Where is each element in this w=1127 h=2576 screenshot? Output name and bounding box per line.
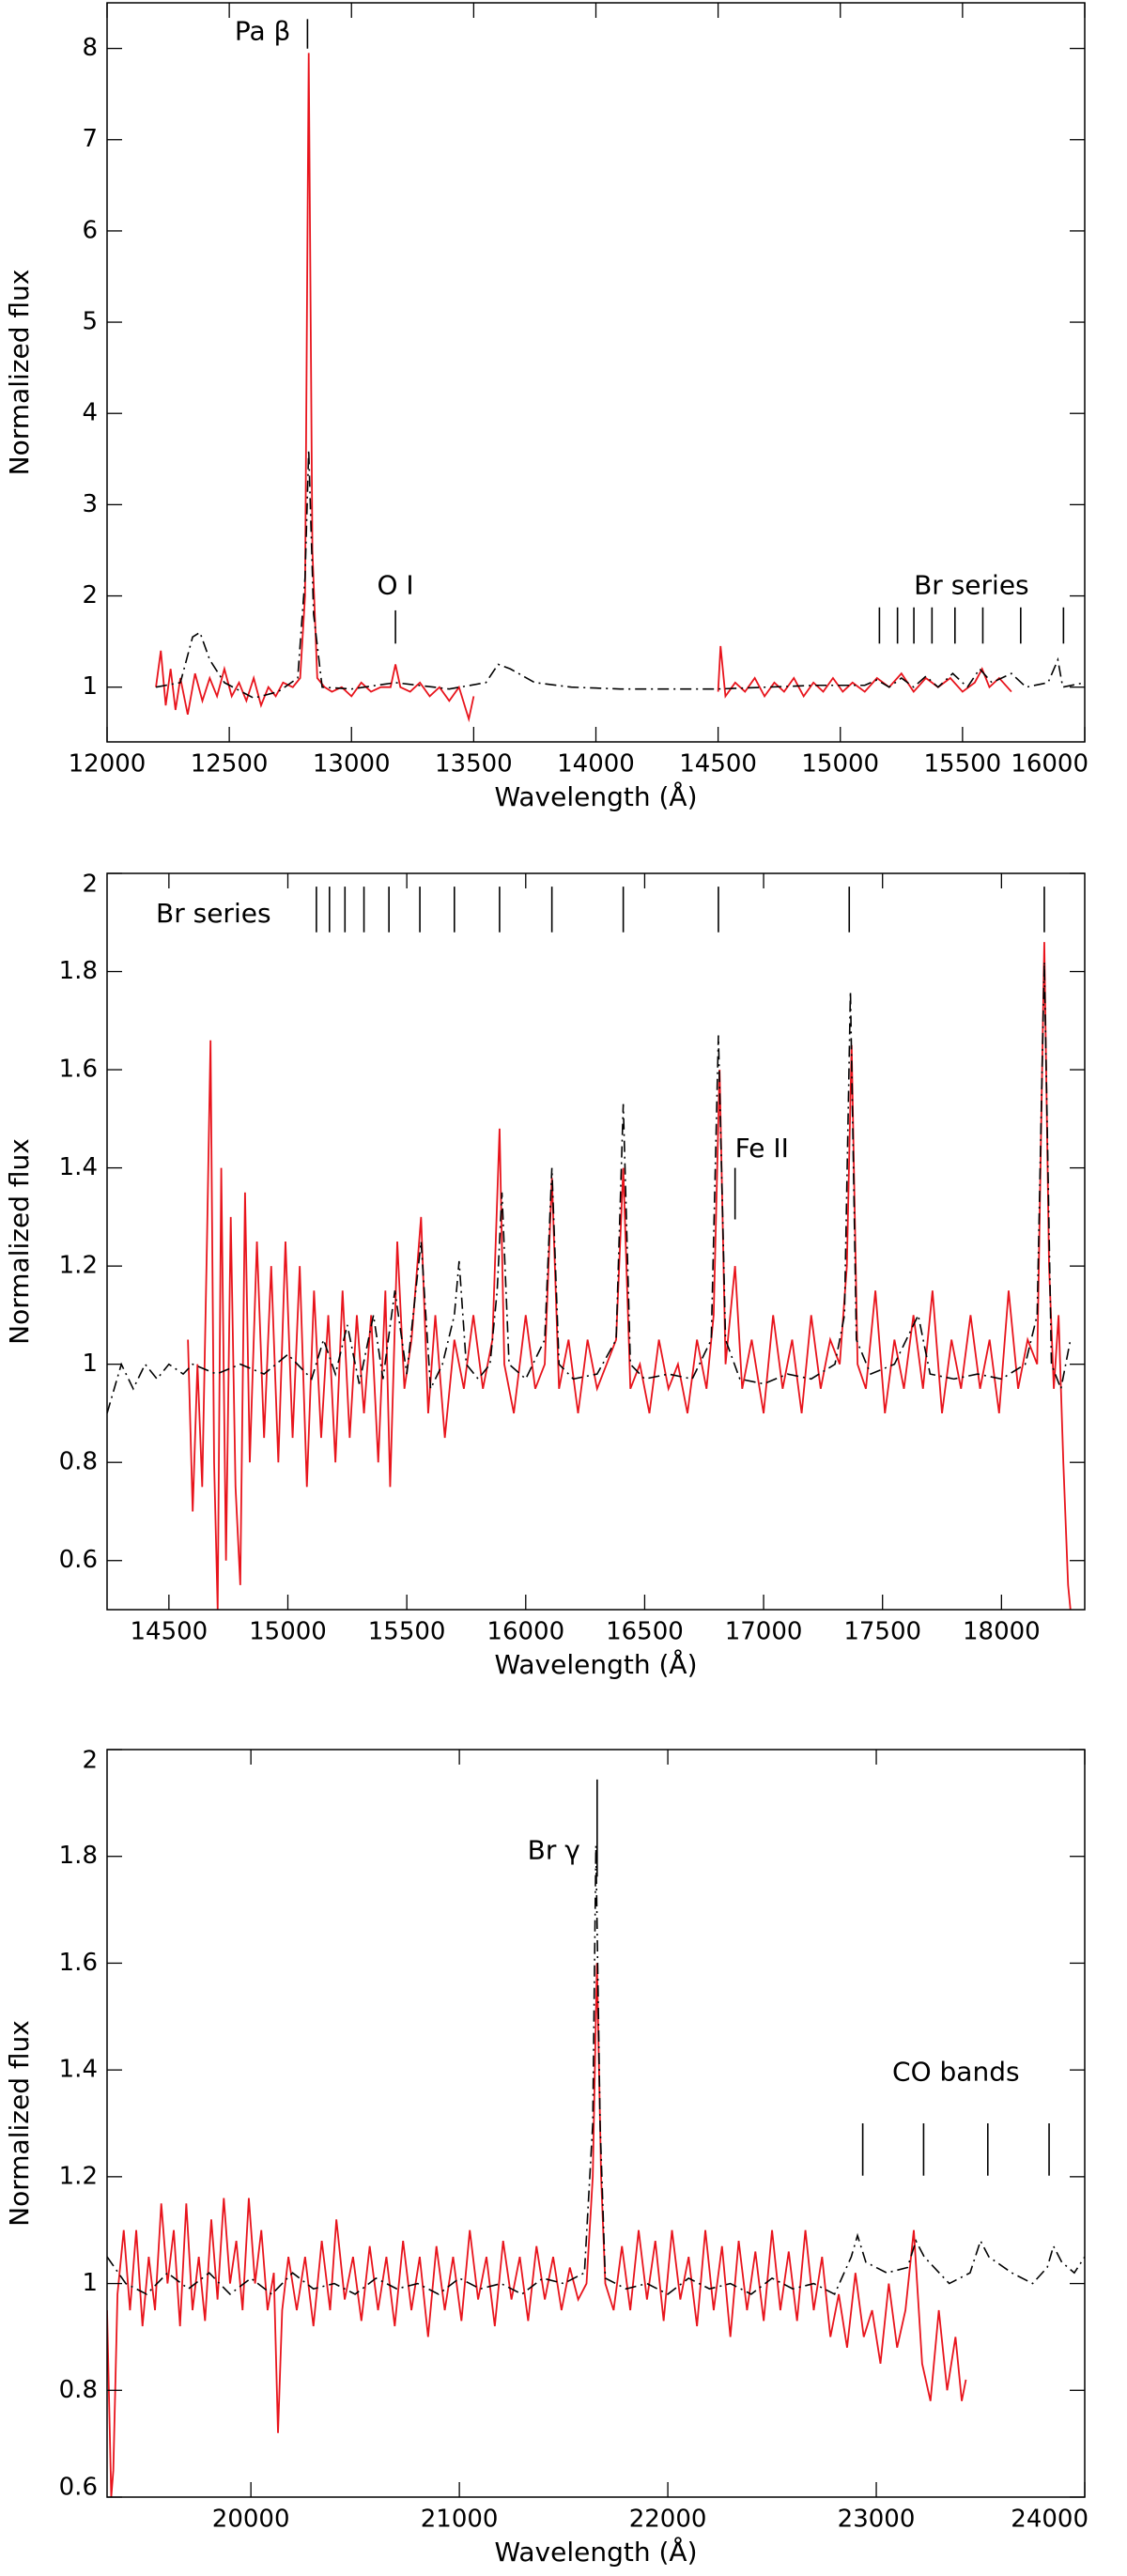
y-tick-label: 1.4	[59, 1153, 98, 1181]
x-tick-label: 14000	[557, 750, 635, 779]
y-tick-label: 8	[82, 34, 98, 62]
series-group	[107, 942, 1072, 1610]
y-axis-title: Normalized flux	[4, 270, 35, 476]
y-tick-label: 1.6	[59, 1056, 98, 1084]
y-tick-label: 2	[82, 871, 98, 899]
y-tick-label: 1.8	[59, 957, 98, 985]
x-tick-label: 17500	[843, 1618, 921, 1646]
x-tick-label: 14500	[679, 750, 757, 779]
annotation-label: Pa β	[235, 15, 291, 46]
spectrum-line	[107, 962, 1072, 1414]
plot-frame	[106, 1749, 1086, 2498]
plot-frame	[106, 872, 1086, 1611]
y-axis-title: Normalized flux	[4, 1138, 35, 1345]
spectrum-line	[187, 942, 1072, 1610]
series-group	[107, 1845, 1085, 2497]
x-tick-label: 22000	[629, 2506, 707, 2534]
y-tick-label: 0.8	[59, 1448, 98, 1476]
y-tick-label: 0.6	[59, 1546, 98, 1574]
y-tick-label: 2	[82, 581, 98, 609]
x-tick-label: 15500	[924, 750, 1002, 779]
x-tick-label: 13000	[313, 750, 391, 779]
spectrum-line	[155, 53, 1012, 723]
x-tick-label: 12500	[191, 750, 269, 779]
spectrum-line	[155, 450, 1085, 700]
x-axis-title: Wavelength (Å)	[494, 1648, 697, 1680]
x-tick-label: 18000	[963, 1618, 1041, 1646]
y-tick-label: 1	[82, 672, 98, 701]
y-tick-label: 1	[82, 1350, 98, 1378]
annotation-label: O I	[377, 570, 413, 601]
y-tick-label: 2	[82, 1747, 98, 1775]
annotation-label: Fe II	[735, 1133, 789, 1164]
x-tick-label: 15500	[368, 1618, 446, 1646]
x-axis-title: Wavelength (Å)	[494, 2536, 697, 2568]
y-tick-label: 1.6	[59, 1949, 98, 1977]
y-tick-label: 6	[82, 216, 98, 244]
y-tick-label: 3	[82, 490, 98, 518]
annotation-label: Br γ	[528, 1834, 580, 1865]
y-tick-label: 1	[82, 2269, 98, 2297]
y-tick-label: 7	[82, 125, 98, 153]
x-tick-label: 23000	[838, 2506, 916, 2534]
y-tick-label: 1.2	[59, 2162, 98, 2190]
x-tick-label: 14500	[130, 1618, 208, 1646]
y-axis-title: Normalized flux	[4, 2020, 35, 2227]
x-tick-label: 24000	[1011, 2506, 1088, 2534]
y-tick-label: 5	[82, 308, 98, 336]
x-tick-label: 15000	[801, 750, 879, 779]
y-tick-label: 1.2	[59, 1252, 98, 1280]
plot-frame	[106, 2, 1086, 743]
series-group	[155, 53, 1085, 723]
x-tick-label: 16000	[1011, 750, 1088, 779]
x-tick-label: 13500	[435, 750, 513, 779]
x-axis-title: Wavelength (Å)	[494, 780, 697, 812]
annotation-label: CO bands	[892, 2057, 1020, 2088]
x-tick-label: 16000	[486, 1618, 564, 1646]
x-tick-label: 17000	[725, 1618, 803, 1646]
x-tick-label: 20000	[212, 2506, 290, 2534]
x-tick-label: 12000	[69, 750, 147, 779]
spectrum-line	[107, 1963, 967, 2497]
annotation-label: Br series	[156, 898, 271, 929]
x-tick-label: 15000	[249, 1618, 327, 1646]
spectrum-line	[107, 1845, 1085, 2296]
x-tick-label: 21000	[421, 2506, 499, 2534]
y-tick-label: 4	[82, 399, 98, 427]
y-tick-label: 0.6	[59, 2474, 98, 2502]
x-tick-label: 16500	[606, 1618, 684, 1646]
y-tick-label: 1.8	[59, 1842, 98, 1870]
annotation-label: Br series	[914, 570, 1029, 601]
y-tick-label: 1.4	[59, 2056, 98, 2084]
y-tick-label: 0.8	[59, 2376, 98, 2404]
